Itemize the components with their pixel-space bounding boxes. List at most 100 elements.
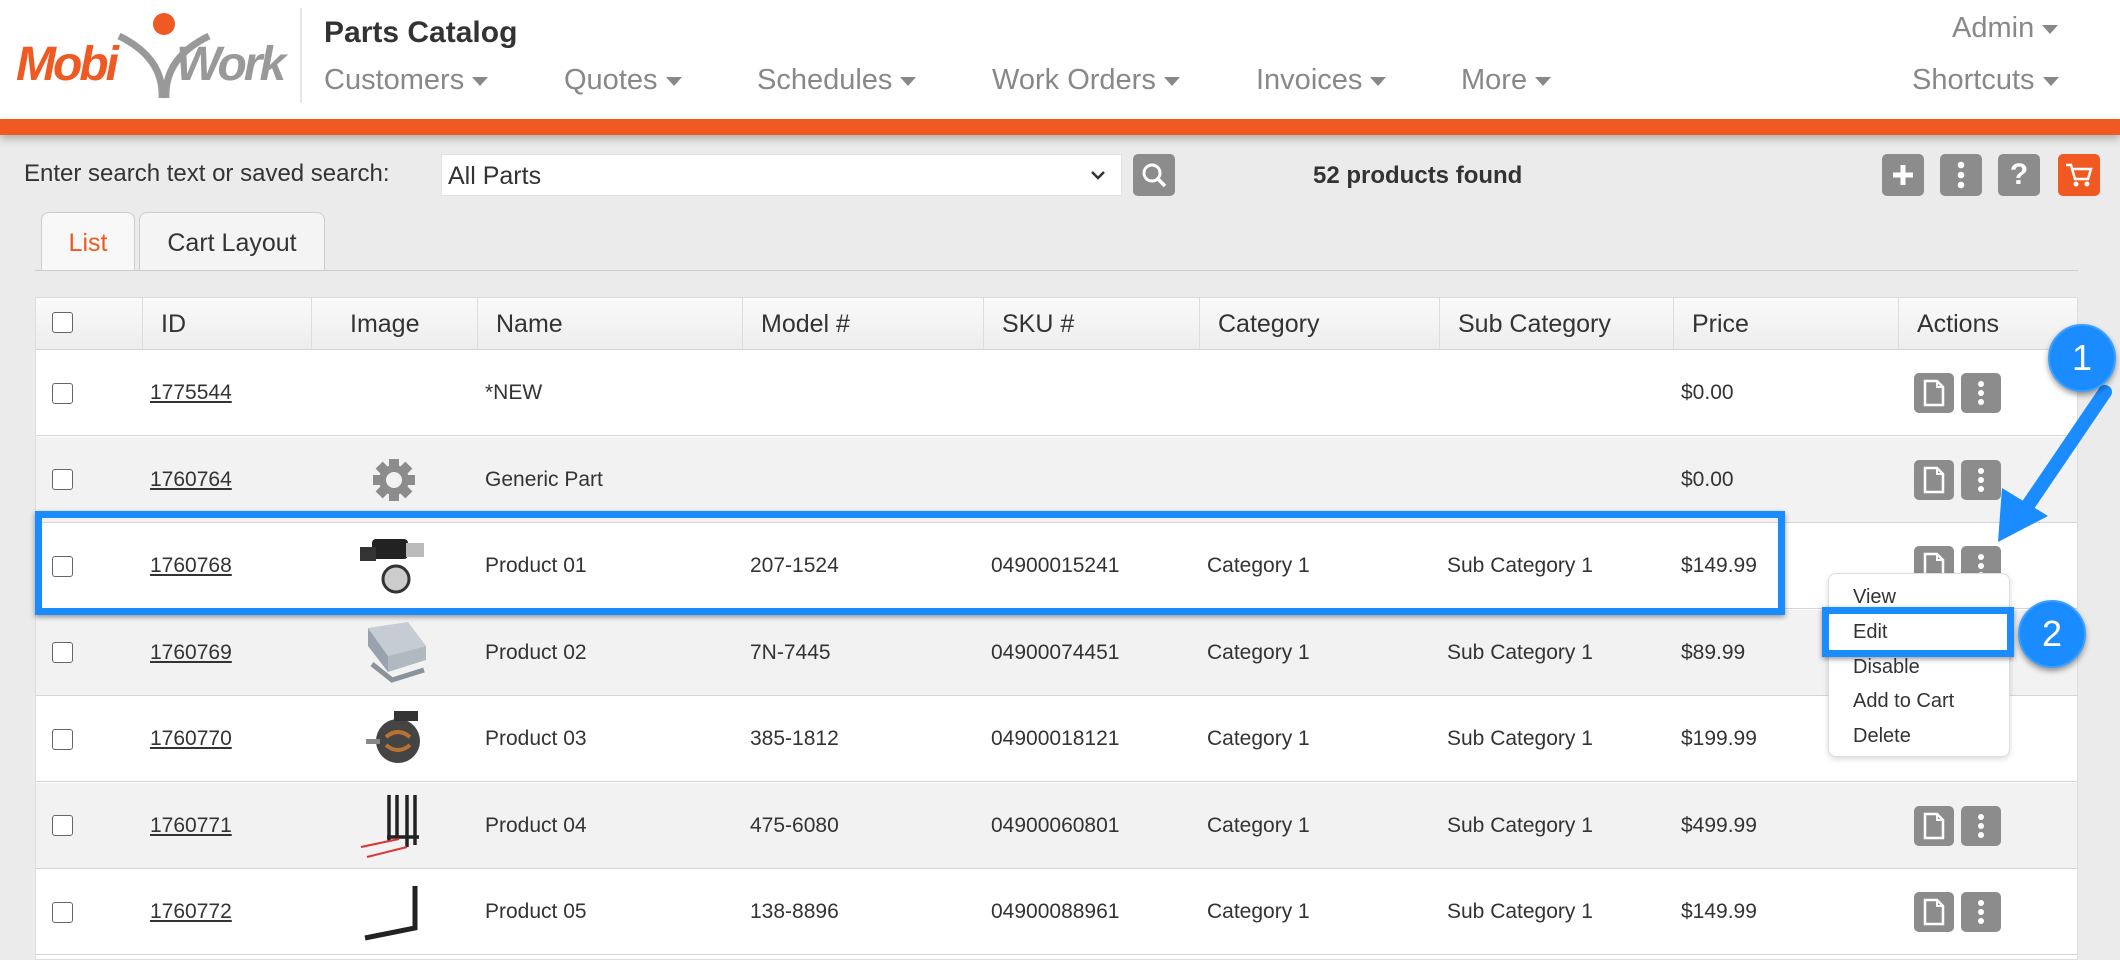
row-actions-button[interactable]	[1961, 373, 2001, 413]
mobiwork-logo[interactable]: Mobi Work	[14, 8, 294, 103]
col-name[interactable]: Name	[477, 298, 742, 350]
col-category[interactable]: Category	[1199, 298, 1439, 350]
menu-item-view[interactable]: View	[1853, 586, 1896, 608]
part-subcategory	[1439, 437, 1447, 523]
row-actions-button[interactable]	[1961, 805, 2001, 846]
tab-list[interactable]: List	[41, 212, 135, 271]
plus-icon	[1893, 165, 1913, 185]
col-price[interactable]: Price	[1673, 298, 1898, 350]
table-row[interactable]: 1760772 Product 05 138-8896 04900088961 …	[36, 869, 2077, 955]
part-price: $149.99	[1681, 900, 1757, 923]
part-image-fork-frame	[311, 783, 477, 869]
saved-search-select[interactable]: All Parts	[441, 154, 1122, 196]
row-actions-button[interactable]	[1961, 892, 2001, 932]
part-model: 207-1524	[750, 554, 839, 577]
nav-more[interactable]: More	[1461, 64, 1552, 97]
menu-item-edit[interactable]: Edit	[1853, 621, 1888, 643]
arrow-annotation	[1998, 385, 2112, 542]
table-row[interactable]: 1760764 Generic Part $0.00	[36, 436, 2077, 523]
part-category	[1199, 350, 1207, 436]
part-category: Category 1	[1207, 727, 1310, 750]
part-model	[742, 350, 750, 436]
table-row[interactable]: 1760768 Product 01 207-1524 04900015241 …	[36, 523, 2077, 609]
part-id-link[interactable]: 1760770	[150, 727, 232, 750]
row-checkbox[interactable]	[52, 815, 73, 836]
row-checkbox[interactable]	[52, 555, 73, 577]
more-options-button[interactable]	[1940, 154, 1982, 196]
part-name: Product 04	[485, 813, 587, 837]
row-checkbox-cell	[44, 437, 73, 523]
part-subcategory	[1439, 350, 1447, 436]
part-model: 138-8896	[750, 900, 839, 923]
row-checkbox[interactable]	[52, 728, 73, 750]
menu-item-add-to-cart[interactable]: Add to Cart	[1853, 690, 1955, 712]
table-row[interactable]: 1775544 *NEW $0.00	[36, 350, 2077, 436]
cart-icon	[2066, 163, 2093, 187]
part-id-link[interactable]: 1760772	[150, 900, 232, 923]
shortcuts-menu[interactable]: Shortcuts	[1912, 64, 2059, 97]
nav-invoices[interactable]: Invoices	[1256, 64, 1387, 97]
admin-menu[interactable]: Admin	[1952, 12, 2059, 45]
kebab-icon	[1978, 467, 1984, 492]
part-image-fork	[311, 869, 477, 955]
parts-table: ID Image Name Model # SKU # Category Sub…	[35, 297, 2078, 960]
part-name: *NEW	[485, 381, 543, 404]
part-name: Product 01	[485, 554, 587, 577]
row-checkbox[interactable]	[52, 901, 73, 923]
view-details-button[interactable]	[1914, 459, 1954, 500]
col-model[interactable]: Model #	[742, 298, 983, 350]
table-row[interactable]: 1760770 Product 03 385-1812 04900018121 …	[36, 696, 2077, 782]
part-sku: 04900074451	[991, 640, 1120, 664]
part-sku: 04900015241	[991, 554, 1120, 577]
part-id-link[interactable]: 1775544	[150, 381, 232, 404]
col-sku[interactable]: SKU #	[983, 298, 1199, 350]
row-checkbox[interactable]	[52, 642, 73, 663]
nav-schedules[interactable]: Schedules	[757, 64, 917, 97]
tab-cart-layout[interactable]: Cart Layout	[139, 212, 325, 271]
results-count: 52 products found	[1313, 162, 1523, 189]
help-button[interactable]: ?	[1998, 154, 2040, 196]
caret-down-icon	[1370, 76, 1387, 86]
menu-item-disable[interactable]: Disable	[1853, 656, 1920, 678]
select-all-checkbox[interactable]	[52, 312, 73, 333]
nav-quotes[interactable]: Quotes	[564, 64, 682, 97]
caret-down-icon	[665, 76, 682, 86]
part-id-link[interactable]: 1760771	[150, 813, 232, 837]
nav-work-orders[interactable]: Work Orders	[992, 64, 1180, 97]
menu-item-delete[interactable]: Delete	[1853, 725, 1911, 747]
table-header: ID Image Name Model # SKU # Category Sub…	[36, 298, 2077, 350]
part-id-link[interactable]: 1760768	[150, 554, 232, 577]
table-row[interactable]: 1760769 Product 02 7N-7445 04900074451 C…	[36, 609, 2077, 696]
chevron-down-icon	[1091, 171, 1105, 180]
col-image[interactable]: Image	[311, 298, 477, 350]
table-row[interactable]: 1760771 Product 04 475-6080 04900060801 …	[36, 782, 2077, 869]
view-details-button[interactable]	[1914, 892, 1954, 932]
row-actions-button[interactable]	[1961, 459, 2001, 500]
view-details-button[interactable]	[1914, 373, 1954, 413]
part-subcategory: Sub Category 1	[1447, 727, 1593, 750]
part-subcategory: Sub Category 1	[1447, 554, 1593, 577]
col-subcategory[interactable]: Sub Category	[1439, 298, 1673, 350]
highlight-edit-annotation	[1822, 607, 2014, 657]
row-checkbox[interactable]	[52, 469, 73, 490]
caret-down-icon	[1163, 76, 1180, 86]
part-price: $0.00	[1681, 467, 1734, 491]
col-id[interactable]: ID	[142, 298, 311, 350]
view-details-button[interactable]	[1914, 805, 1954, 846]
add-button[interactable]	[1882, 154, 1924, 196]
row-context-menu: View Edit Disable Add to Cart Delete	[1828, 573, 2010, 757]
part-id-link[interactable]: 1760769	[150, 640, 232, 664]
part-price: $149.99	[1681, 554, 1757, 577]
part-id-link[interactable]: 1760764	[150, 467, 232, 491]
row-checkbox[interactable]	[52, 382, 73, 404]
nav-label: Customers	[324, 64, 465, 96]
step-1-badge: 1	[2048, 324, 2116, 392]
search-button[interactable]	[1133, 154, 1175, 196]
part-subcategory: Sub Category 1	[1447, 813, 1593, 837]
part-sku: 04900060801	[991, 813, 1120, 837]
cart-button[interactable]	[2058, 154, 2100, 196]
part-image-none	[311, 350, 477, 436]
part-price: $199.99	[1681, 727, 1757, 750]
nav-customers[interactable]: Customers	[324, 64, 489, 97]
row-checkbox-cell	[44, 610, 73, 696]
